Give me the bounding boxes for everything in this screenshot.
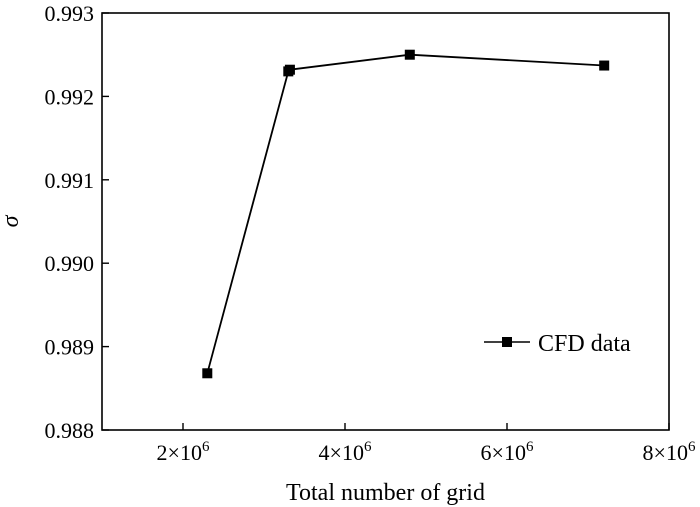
y-tick-label: 0.990	[45, 251, 95, 276]
x-tick-label-base: 4×10	[319, 440, 364, 465]
y-tick-label: 0.992	[45, 84, 95, 109]
legend-entry-cfd-data: CFD data	[538, 331, 631, 357]
x-tick-label-base: 8×10	[643, 440, 688, 465]
y-tick-label: 0.988	[45, 418, 95, 443]
x-axis-label: Total number of grid	[286, 480, 485, 506]
data-point	[284, 64, 295, 75]
legend-marker	[502, 337, 512, 347]
x-axis: 2×106 4×106 6×106 8×106	[157, 423, 696, 465]
y-tick-label: 0.993	[45, 1, 95, 26]
y-tick-label: 0.989	[45, 335, 95, 360]
x-tick-label: 8×106	[643, 439, 696, 465]
plot-frame	[101, 12, 670, 431]
y-axis: 0.988 0.989 0.990 0.991 0.992 0.993	[45, 1, 109, 443]
x-tick-label: 4×106	[319, 439, 372, 465]
y-tick-label: 0.991	[45, 168, 95, 193]
data-point	[599, 60, 610, 71]
x-tick-label-base: 6×10	[481, 440, 526, 465]
series-line	[206, 53, 605, 374]
data-point	[202, 368, 213, 379]
chart-marks	[202, 49, 610, 379]
x-tick-label: 2×106	[157, 439, 210, 465]
x-tick-label-exponent: 6	[688, 439, 696, 455]
x-tick-label-base: 2×10	[157, 440, 202, 465]
x-tick-label-exponent: 6	[526, 439, 534, 455]
legend: CFD data	[484, 331, 631, 357]
x-tick-label: 6×106	[481, 439, 534, 465]
y-axis-label: σ	[0, 214, 24, 227]
data-point	[404, 49, 415, 60]
x-tick-label-exponent: 6	[364, 439, 372, 455]
x-tick-label-exponent: 6	[202, 439, 210, 455]
